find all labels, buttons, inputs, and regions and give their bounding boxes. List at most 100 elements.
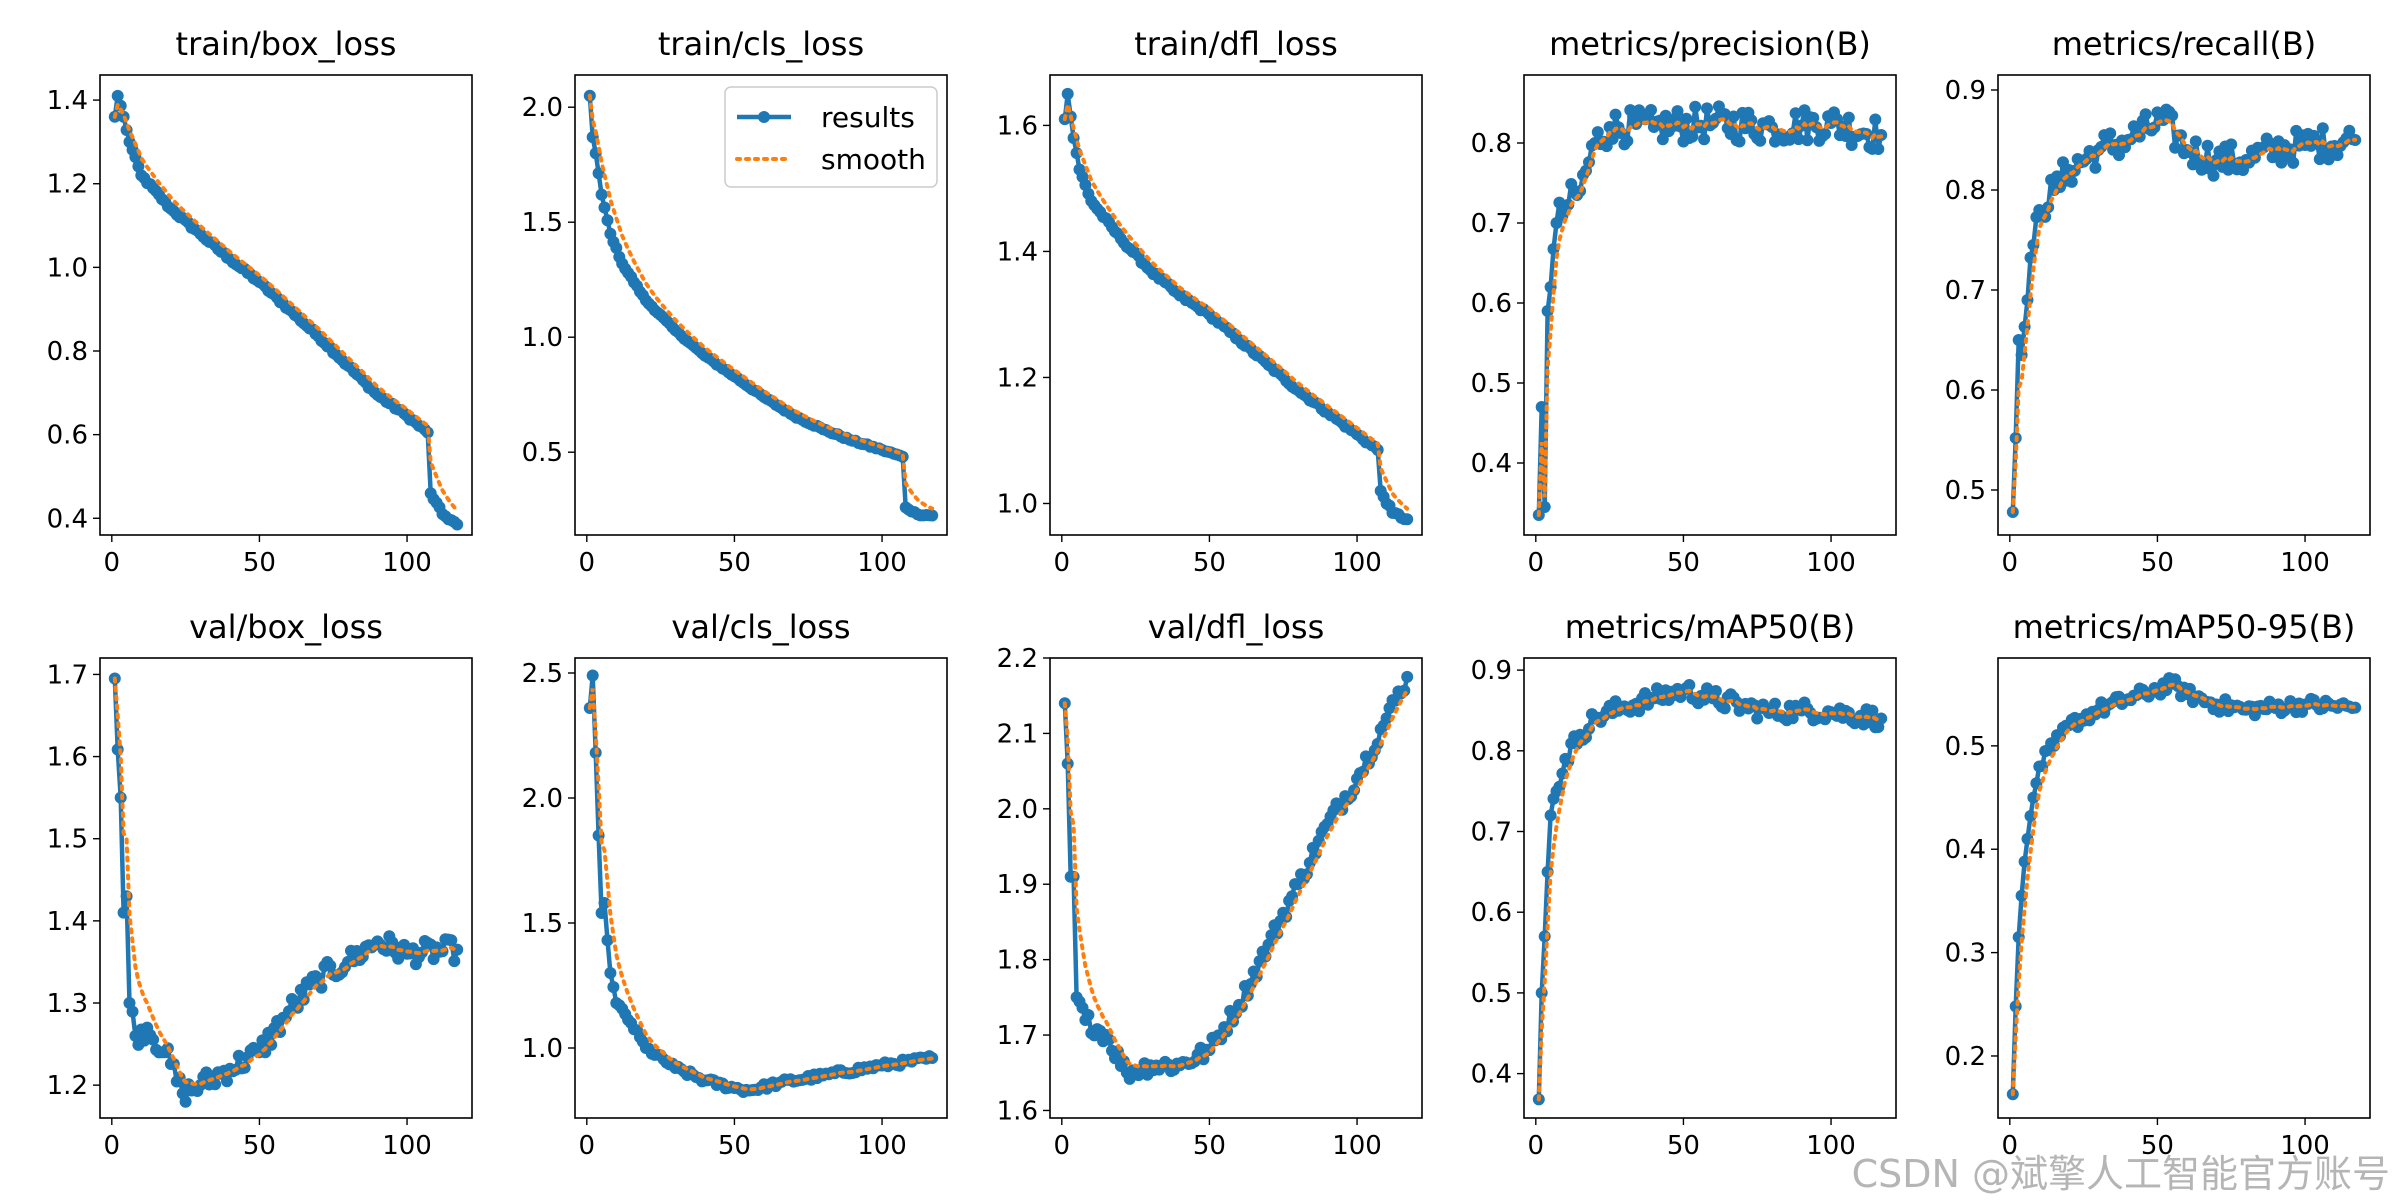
results-line xyxy=(1062,91,1408,522)
watermark: CSDN @斌擎人工智能官方账号 xyxy=(1851,1152,2390,1196)
y-tick-label: 1.2 xyxy=(47,170,88,200)
results-point xyxy=(1645,104,1657,116)
y-tick-label: 0.8 xyxy=(1945,176,1986,206)
plot-area xyxy=(583,669,939,1098)
y-tick-label: 1.6 xyxy=(997,111,1038,141)
results-point xyxy=(2127,120,2140,133)
results-point xyxy=(1754,134,1767,147)
y-tick-label: 0.6 xyxy=(1471,289,1512,319)
axes-frame xyxy=(574,74,948,536)
y-tick-label: 1.6 xyxy=(997,1096,1038,1126)
x-tick-label: 50 xyxy=(2141,548,2174,578)
results-point xyxy=(1591,126,1604,139)
results-point xyxy=(1751,712,1764,725)
y-tick-label: 0.7 xyxy=(1471,818,1512,848)
results-point xyxy=(392,952,405,965)
y-tick-label: 1.0 xyxy=(47,253,88,283)
results-point xyxy=(126,1005,139,1018)
y-tick-label: 0.8 xyxy=(47,337,88,367)
results-point xyxy=(2024,810,2037,822)
subplot-title: metrics/precision(B) xyxy=(1549,25,1871,63)
results-point xyxy=(132,160,145,173)
results-point xyxy=(2104,127,2117,140)
results-point xyxy=(1839,130,1852,142)
y-tick-label: 0.6 xyxy=(1471,898,1512,928)
x-tick-label: 100 xyxy=(1332,548,1382,578)
y-tick-label: 0.3 xyxy=(1945,939,1986,969)
y-tick-label: 1.8 xyxy=(997,946,1038,976)
results-point xyxy=(1683,679,1696,691)
subplot-title: val/box_loss xyxy=(189,608,383,646)
results-point xyxy=(1117,1055,1130,1068)
x-tick-label: 0 xyxy=(104,1131,121,1161)
results-point xyxy=(2051,170,2063,183)
y-tick-label: 0.5 xyxy=(1471,369,1512,399)
results-point xyxy=(2225,138,2238,151)
smooth-line xyxy=(1536,688,1884,1102)
y-tick-label: 1.9 xyxy=(997,870,1038,900)
smooth-line xyxy=(1536,117,1884,517)
results-point xyxy=(1535,401,1548,413)
y-tick-label: 0.6 xyxy=(47,421,88,451)
smooth-line xyxy=(587,688,935,1092)
x-tick-label: 50 xyxy=(243,1131,276,1161)
x-tick-label: 50 xyxy=(2141,1131,2174,1161)
results-point xyxy=(607,981,620,993)
results-point xyxy=(586,669,599,682)
subplot-title: train/dfl_loss xyxy=(1134,25,1338,63)
x-tick-label: 100 xyxy=(1806,548,1856,578)
plot-area xyxy=(1058,670,1414,1085)
results-point xyxy=(2287,156,2300,169)
x-tick-label: 0 xyxy=(104,548,121,578)
x-tick-label: 100 xyxy=(857,548,907,578)
results-point xyxy=(604,967,617,979)
results-point xyxy=(1792,133,1805,146)
results-point xyxy=(1082,1009,1095,1021)
y-tick-label: 2.2 xyxy=(997,644,1038,674)
results-point xyxy=(315,981,328,994)
results-point xyxy=(595,188,608,201)
results-point xyxy=(1380,712,1393,725)
results-point xyxy=(601,214,614,227)
y-tick-label: 2.0 xyxy=(522,93,563,123)
results-point xyxy=(1801,134,1814,147)
results-point xyxy=(451,943,464,956)
plot-area xyxy=(1058,87,1414,526)
y-tick-label: 1.2 xyxy=(47,1071,88,1101)
axes-frame xyxy=(574,657,948,1119)
subplot-val-dfl-loss: val/dfl_loss 0 50 100 1.6 1.7 1.8 1.9 2.0 2.1 2.2 xyxy=(997,608,1423,1161)
subplot-title: metrics/mAP50(B) xyxy=(1565,608,1856,646)
y-tick-label: 0.4 xyxy=(1945,835,1986,865)
results-point xyxy=(1842,111,1855,124)
results-line xyxy=(112,678,460,1105)
x-tick-label: 100 xyxy=(382,1131,432,1161)
results-point xyxy=(117,906,130,919)
x-tick-label: 50 xyxy=(718,1131,751,1161)
results-point xyxy=(2018,855,2031,868)
y-tick-label: 1.4 xyxy=(47,86,88,116)
results-point xyxy=(1609,108,1622,121)
results-point xyxy=(1698,133,1711,146)
subplot-title: train/box_loss xyxy=(176,25,397,63)
axes-frame xyxy=(1997,657,2371,1119)
results-point xyxy=(2166,109,2179,122)
results-point xyxy=(1061,87,1074,100)
results-point xyxy=(179,1095,192,1108)
y-tick-label: 1.3 xyxy=(47,989,88,1019)
axes-frame xyxy=(99,74,473,536)
legend: results smooth xyxy=(724,86,938,188)
x-tick-label: 0 xyxy=(1054,548,1071,578)
subplot-title: train/cls_loss xyxy=(658,25,864,63)
results-point xyxy=(926,509,939,522)
y-tick-label: 1.5 xyxy=(522,208,563,238)
results-point xyxy=(1786,712,1799,725)
results-line xyxy=(1536,682,1884,1100)
subplot-train-cls-loss: train/cls_loss 0 50 100 0.5 1.0 1.5 2.0 results s… xyxy=(522,25,948,578)
y-tick-label: 0.7 xyxy=(1471,209,1512,239)
axes-frame xyxy=(1049,657,1423,1119)
results-point xyxy=(598,897,611,909)
legend-box xyxy=(724,86,938,188)
results-point xyxy=(1103,1033,1115,1046)
results-point xyxy=(1686,130,1699,143)
results-point xyxy=(1733,135,1746,148)
